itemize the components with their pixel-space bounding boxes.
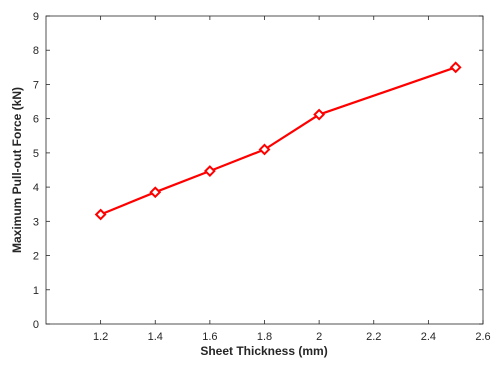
data-point-marker	[94, 208, 107, 221]
x-tick-label: 1.2	[93, 331, 108, 343]
x-tick-label: 2.6	[475, 331, 490, 343]
series-layer	[94, 61, 462, 221]
plot-area	[45, 15, 484, 325]
y-tick-label: 5	[33, 148, 39, 160]
series-line	[100, 66, 457, 216]
y-tick-label: 3	[33, 216, 39, 228]
data-point-marker	[258, 143, 271, 156]
y-tick-label: 1	[33, 285, 39, 297]
y-tick-label: 4	[33, 182, 39, 194]
ticks-layer: 0 1 2 3 4 5 6 7 8 9 1.2 1.4 1.6 1.8 2 2.2 2.4 2.6	[33, 11, 491, 343]
y-tick-label: 9	[33, 11, 39, 23]
y-tick-label: 8	[33, 45, 39, 57]
y-tick-label: 0	[33, 319, 39, 331]
x-tick-label: 1.4	[148, 331, 163, 343]
x-axis-title: Sheet Thickness (mm)	[200, 344, 327, 358]
data-point-marker	[449, 61, 462, 74]
data-point-marker	[203, 165, 216, 177]
data-point-marker	[313, 108, 326, 121]
x-tick-label: 2.2	[366, 331, 381, 343]
data-point-marker	[149, 186, 162, 199]
x-tick-label: 1.8	[257, 331, 272, 343]
y-tick-label: 2	[33, 251, 39, 263]
y-tick-label: 6	[33, 114, 39, 126]
x-tick-label: 1.6	[202, 331, 217, 343]
x-tick-label: 2	[316, 331, 322, 343]
y-axis-title: Maximum Pull-out Force (kN)	[10, 87, 24, 253]
y-tick-label: 7	[33, 79, 39, 91]
x-tick-label: 2.4	[421, 331, 436, 343]
